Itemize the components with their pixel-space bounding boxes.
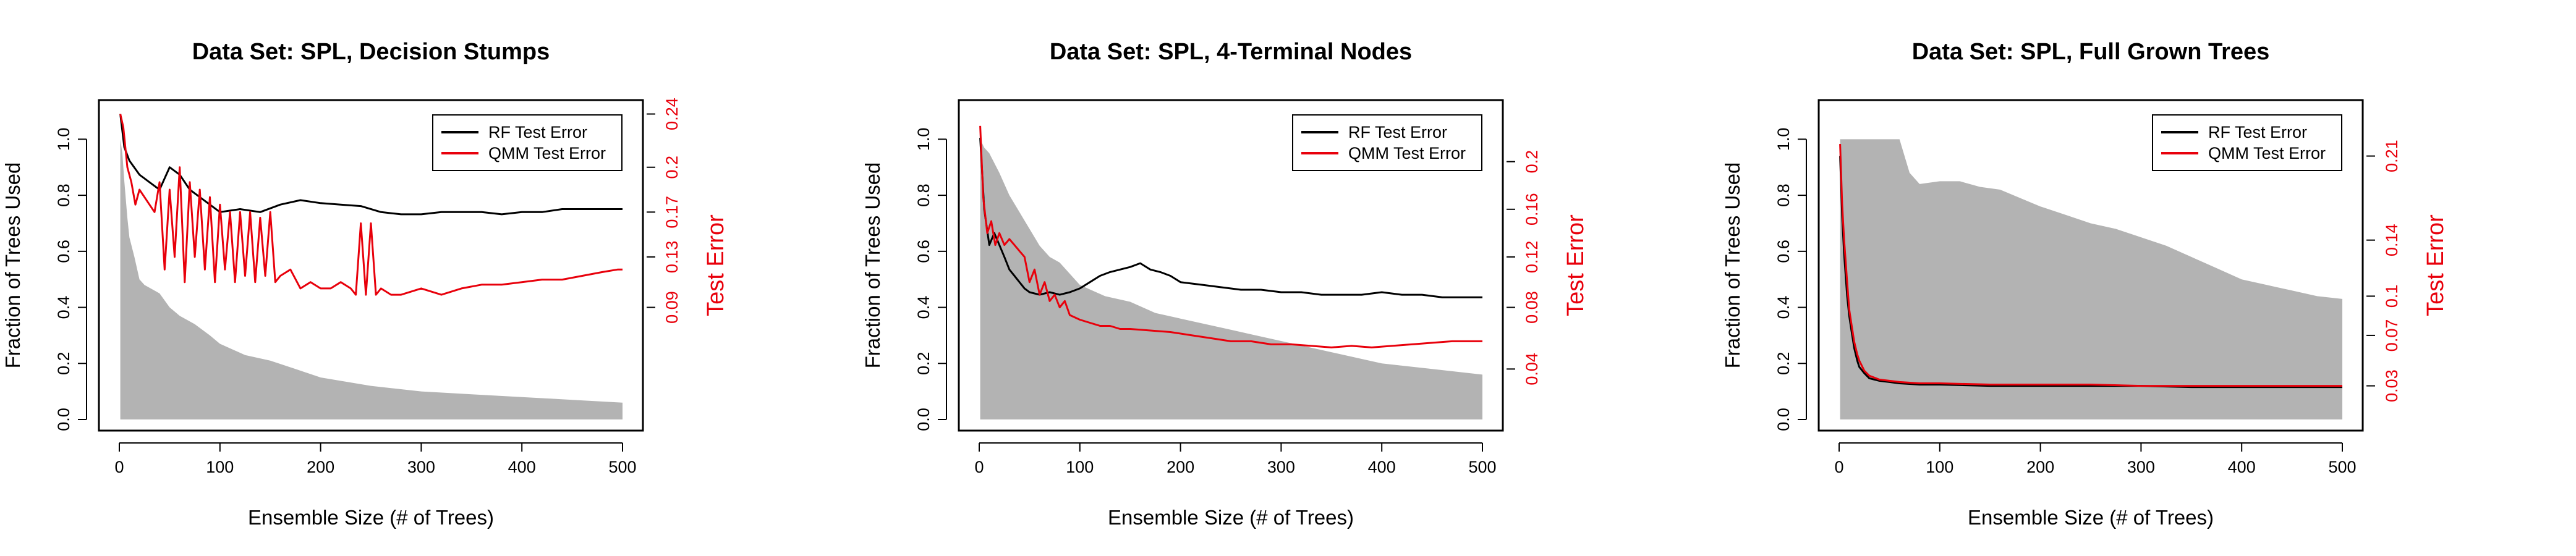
y2-tick-label: 0.04 [1523,353,1541,385]
y-tick-label: 0.0 [914,408,933,431]
x-tick-label: 400 [2228,458,2256,476]
y-tick-label: 0.8 [54,183,73,207]
y-tick-label: 0.4 [914,296,933,319]
x-tick-label: 400 [1368,458,1396,476]
fraction-area [1840,139,2342,419]
x-tick-label: 0 [114,458,124,476]
rf-test-error-line [119,114,623,216]
x-tick-label: 100 [1066,458,1094,476]
y2-tick-label: 0.14 [2383,224,2401,256]
qmm-test-error-line [119,114,623,296]
y-axis-right: 0.03 0.07 0.1 0.14 0.21 [2366,140,2401,402]
x-tick-label: 400 [508,458,536,476]
x-tick-label: 300 [2127,458,2155,476]
fraction-area [120,139,623,419]
plot-frame [98,99,644,432]
x-axis-label: Ensemble Size (# of Trees) [248,506,494,529]
plot-frame [1817,99,2364,432]
x-axis-label: Ensemble Size (# of Trees) [1968,506,2214,529]
y2-tick-label: 0.09 [663,291,681,324]
legend-box [1292,114,1482,171]
x-tick-label: 200 [307,458,334,476]
y2-tick-label: 0.21 [2383,140,2401,172]
x-tick-label: 200 [1167,458,1194,476]
legend-label-rf: RF Test Error [488,123,587,141]
chart-title: Data Set: SPL, 4-Terminal Nodes [1050,39,1412,65]
qmm-test-error-line [1839,144,2342,387]
x-tick-label: 500 [608,458,636,476]
y2-tick-label: 0.2 [663,156,681,179]
y-tick-label: 0.6 [914,240,933,263]
y-axis-right: 0.09 0.13 0.17 0.2 0.24 [647,98,681,324]
panel-1: Data Set: SPL, Decision Stumps 0 100 200 300… [1,39,729,529]
qmm-test-error-line [979,125,1482,348]
legend-box [2152,114,2342,171]
y2-tick-label: 0.2 [1523,150,1541,174]
plot-frame [958,99,1504,432]
y2-tick-label: 0.16 [1523,193,1541,225]
y2-tick-label: 0.12 [1523,241,1541,274]
y-tick-label: 0.4 [1774,296,1793,319]
y2-axis-label: Test Error [1563,214,1589,316]
rf-test-error-line [979,138,1482,298]
y-axis-left: 0.0 0.2 0.4 0.6 0.8 1.0 [1774,128,1807,431]
y2-tick-label: 0.13 [663,241,681,274]
x-tick-label: 500 [2328,458,2356,476]
y-tick-label: 0.2 [1774,352,1793,375]
y2-tick-label: 0.07 [2383,319,2401,352]
x-tick-label: 0 [974,458,984,476]
y2-tick-label: 0.17 [663,196,681,229]
legend: RF Test Error QMM Test Error [1292,114,1482,171]
legend-label-qmm: QMM Test Error [488,144,606,162]
y-tick-label: 0.2 [54,352,73,375]
y-axis-right: 0.04 0.08 0.12 0.16 0.2 [1507,150,1541,385]
y-tick-label: 0.4 [54,296,73,319]
x-tick-label: 500 [1468,458,1496,476]
legend-box [432,114,623,171]
chart-title: Data Set: SPL, Decision Stumps [192,39,550,65]
y-tick-label: 0.0 [54,408,73,431]
x-tick-label: 300 [1267,458,1295,476]
y-tick-label: 1.0 [1774,128,1793,151]
legend-label-rf: RF Test Error [2208,123,2307,141]
y2-axis-label: Test Error [703,214,729,316]
legend-label-rf: RF Test Error [1348,123,1447,141]
x-tick-label: 100 [1926,458,1953,476]
y2-tick-label: 0.08 [1523,291,1541,324]
y-tick-label: 0.2 [914,352,933,375]
y-tick-label: 0.0 [1774,408,1793,431]
y-axis-left: 0.0 0.2 0.4 0.6 0.8 1.0 [54,128,87,431]
x-axis: 0 100 200 300 400 500 [1834,442,2357,476]
legend: RF Test Error QMM Test Error [432,114,623,171]
y-tick-label: 0.8 [914,183,933,207]
x-tick-label: 300 [407,458,435,476]
y-tick-label: 1.0 [914,128,933,151]
chart-title: Data Set: SPL, Full Grown Trees [1912,39,2270,65]
panel-2: Data Set: SPL, 4-Terminal Nodes 0 100 200 30… [861,39,1589,529]
y2-tick-label: 0.1 [2383,285,2401,308]
x-axis-label: Ensemble Size (# of Trees) [1108,506,1354,529]
y-axis-left: 0.0 0.2 0.4 0.6 0.8 1.0 [914,128,947,431]
fraction-area [980,139,1482,419]
x-tick-label: 0 [1834,458,1843,476]
y-axis-label: Fraction of Trees Used [1,162,24,369]
y-axis-label: Fraction of Trees Used [1721,162,1744,369]
panel-3: Data Set: SPL, Full Grown Trees 0 100 200 30… [1721,39,2449,529]
y-tick-label: 1.0 [54,128,73,151]
x-axis: 0 100 200 300 400 500 [974,442,1497,476]
y2-tick-label: 0.03 [2383,369,2401,402]
x-axis: 0 100 200 300 400 500 [114,442,637,476]
legend: RF Test Error QMM Test Error [2152,114,2342,171]
legend-label-qmm: QMM Test Error [2208,144,2326,162]
x-tick-label: 200 [2026,458,2054,476]
y-tick-label: 0.6 [54,240,73,263]
y-axis-label: Fraction of Trees Used [861,162,884,369]
x-tick-label: 100 [206,458,234,476]
y2-axis-label: Test Error [2423,214,2449,316]
y-tick-label: 0.6 [1774,240,1793,263]
y-tick-label: 0.8 [1774,183,1793,207]
y2-tick-label: 0.24 [663,98,681,130]
legend-label-qmm: QMM Test Error [1348,144,1466,162]
